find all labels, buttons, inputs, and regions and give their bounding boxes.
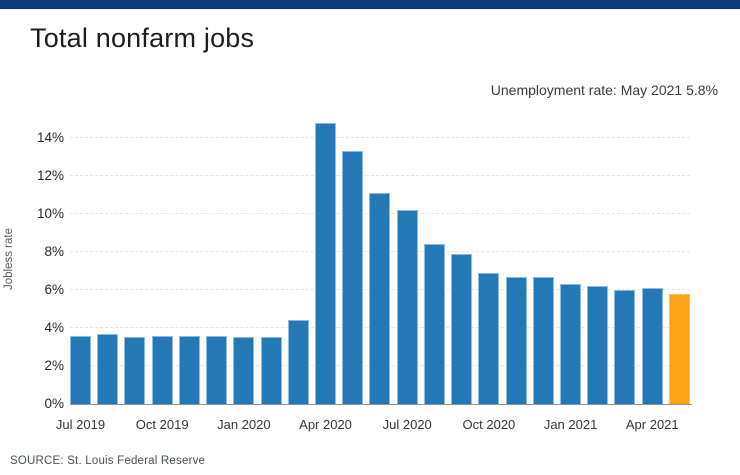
x-tick-label-oct-2019: Oct 2019 [135, 417, 189, 432]
bar-dec-2020[interactable] [532, 277, 554, 404]
bar-nov-2019[interactable] [178, 336, 200, 404]
bar-aug-2020[interactable] [423, 244, 445, 404]
y-tick-label-0: 0% [44, 396, 64, 411]
x-tick-label-jan-2021: Jan 2021 [543, 417, 598, 432]
y-tick-label-10: 10% [36, 206, 64, 221]
plot-area [70, 114, 690, 404]
source-credit: SOURCE: St. Louis Federal Reserve [10, 455, 206, 467]
gridline-14pct [70, 137, 690, 138]
y-tick-label-12: 12% [36, 168, 64, 183]
bar-mar-2020[interactable] [287, 320, 309, 404]
x-axis-line [70, 404, 692, 405]
bar-feb-2021[interactable] [587, 286, 609, 404]
bar-sep-2019[interactable] [124, 337, 146, 404]
bar-may-2020[interactable] [342, 151, 364, 404]
bar-mar-2021[interactable] [614, 290, 636, 404]
y-tick-label-14: 14% [36, 130, 64, 145]
bar-feb-2020[interactable] [260, 337, 282, 404]
x-tick-label-apr-2020: Apr 2020 [299, 417, 352, 432]
bar-jul-2020[interactable] [396, 210, 418, 404]
x-tick-label-apr-2021: Apr 2021 [625, 417, 679, 432]
bar-nov-2020[interactable] [505, 277, 527, 404]
x-tick-label-oct-2020: Oct 2020 [462, 417, 516, 432]
bar-jan-2020[interactable] [233, 337, 255, 404]
x-tick-label-jan-2020: Jan 2020 [217, 417, 271, 432]
top-accent-bar [0, 0, 740, 9]
gridline-12pct [70, 175, 690, 176]
bar-series [70, 114, 690, 404]
y-tick-label-8: 8% [44, 244, 64, 259]
y-tick-label-2: 2% [44, 358, 64, 373]
bar-jun-2020[interactable] [369, 193, 391, 404]
y-tick-label-6: 6% [44, 282, 64, 297]
bar-may-2021[interactable] [668, 294, 690, 404]
y-tick-label-4: 4% [44, 320, 64, 335]
unemployment-rate-annotation: Unemployment rate: May 2021 5.8% [490, 82, 718, 98]
bar-aug-2019[interactable] [97, 334, 119, 404]
bar-oct-2020[interactable] [478, 273, 500, 404]
x-tick-label-jul-2020: Jul 2020 [382, 417, 432, 432]
bar-sep-2020[interactable] [451, 254, 473, 404]
bar-dec-2019[interactable] [206, 336, 228, 404]
bar-apr-2021[interactable] [641, 288, 663, 404]
bar-oct-2019[interactable] [151, 336, 173, 404]
x-tick-label-jul-2019: Jul 2019 [55, 417, 106, 432]
page-title: Total nonfarm jobs [30, 23, 255, 53]
bar-apr-2020[interactable] [314, 123, 336, 404]
bar-jan-2021[interactable] [559, 284, 581, 404]
bar-jul-2019[interactable] [70, 336, 91, 404]
